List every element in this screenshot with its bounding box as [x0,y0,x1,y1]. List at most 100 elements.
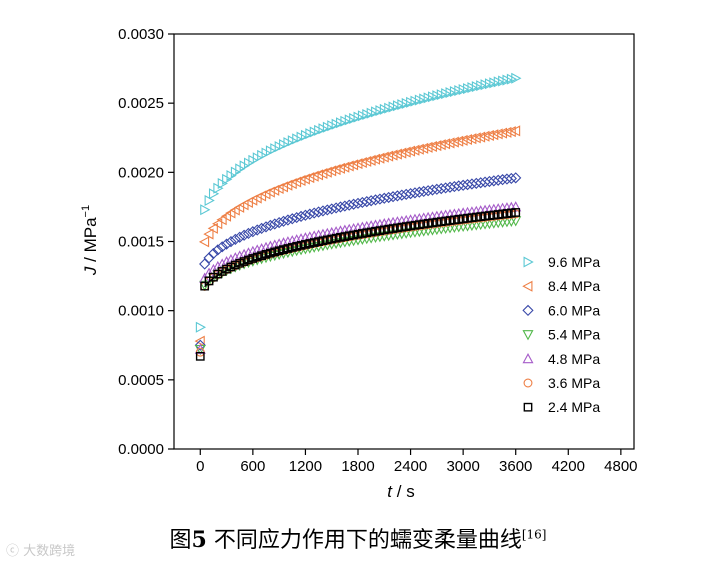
data-point [431,140,442,152]
x-tick-label: 3000 [446,458,479,475]
data-point [387,149,398,161]
data-point [378,151,389,163]
x-axis-label: t / s [387,482,414,501]
data-point [326,203,338,215]
x-tick-label: 3600 [499,458,532,475]
caption-ref: [16] [521,527,547,542]
data-point [426,184,439,196]
data-point [252,252,262,262]
data-point [304,208,316,220]
data-point [304,172,315,184]
data-point [314,237,323,247]
series-8-4-mpa [194,125,521,347]
data-point [413,186,425,198]
watermark-text: ⓒ 大数跨境 [6,544,76,559]
x-tick-label: 4200 [552,458,585,475]
data-point [308,207,320,219]
data-point [318,236,328,246]
data-point [510,172,522,184]
data-point [199,258,211,270]
legend-marker [522,330,534,341]
data-point [212,244,224,256]
data-point [461,134,472,146]
data-point [244,255,253,265]
legend: 9.6 MPa 8.4 MPa 6.0 MPa 5.4 MPa 4.8 MPa 3.6 M… [522,254,600,415]
x-tick-label: 1800 [341,458,374,475]
data-point [492,174,504,186]
legend-marker [523,378,533,388]
y-axis-ticks: 0.0000 0.0005 0.0010 0.0015 0.0020 0.0025 0.00… [118,26,174,458]
x-tick-label: 2400 [394,458,427,475]
data-point [296,241,306,250]
data-point [475,177,487,189]
data-point [356,196,368,209]
data-point [212,218,223,230]
data-point [457,179,469,191]
data-point [295,210,307,223]
data-point [220,210,232,222]
legend-label: 6.0 MPa [548,302,600,318]
data-point [321,166,332,178]
data-point [496,174,509,186]
data-point [207,222,218,234]
data-point [505,172,517,185]
x-tick-label: 0 [196,458,204,475]
data-point [448,180,460,193]
caption-text: 不同应力作用下的蠕变柔量曲线 [206,528,522,553]
data-point [299,173,310,185]
data-point [282,179,293,191]
data-point [396,147,407,159]
data-point [195,321,207,333]
series-6-0-mpa [194,172,522,351]
data-point [510,201,522,212]
data-point [496,127,508,139]
data-point [466,178,478,190]
data-point [404,145,416,157]
data-point [257,251,266,261]
data-point [282,214,294,226]
data-point [327,234,337,244]
legend-marker [523,402,533,412]
data-point [290,176,302,188]
data-point [203,228,214,240]
data-point [440,182,452,194]
y-axis-label: J / MPa−1 [80,205,100,276]
data-point [444,181,456,193]
data-point [461,179,474,191]
data-point [369,153,380,165]
data-point [352,158,363,170]
data-point [453,180,465,192]
data-point [274,246,284,256]
data-point [295,174,306,187]
legend-marker [522,280,533,292]
data-point [299,209,312,221]
data-point [198,236,210,248]
data-point [417,142,429,154]
legend-label: 9.6 MPa [548,254,600,270]
y-tick-label: 0.0030 [118,26,164,43]
x-tick-label: 4800 [604,458,637,475]
data-point [279,245,288,254]
legend-label: 2.4 MPa [548,399,600,415]
data-point [194,339,206,351]
data-point [277,215,290,227]
data-point [483,175,496,188]
legend-marker [523,256,534,268]
data-point [321,204,333,216]
data-point [334,201,347,213]
data-point [501,126,512,138]
data-point [266,248,275,258]
data-point [247,226,259,238]
data-point [382,150,394,162]
data-point [225,207,236,219]
data-point [453,135,464,147]
data-point [457,134,468,146]
data-point [312,169,324,181]
data-point [356,157,367,169]
data-point [238,229,250,241]
legend-label: 8.4 MPa [548,278,600,294]
data-point [505,126,516,138]
data-point [325,165,337,177]
y-tick-label: 0.0020 [118,164,164,181]
series-9-6-mpa [195,72,522,333]
